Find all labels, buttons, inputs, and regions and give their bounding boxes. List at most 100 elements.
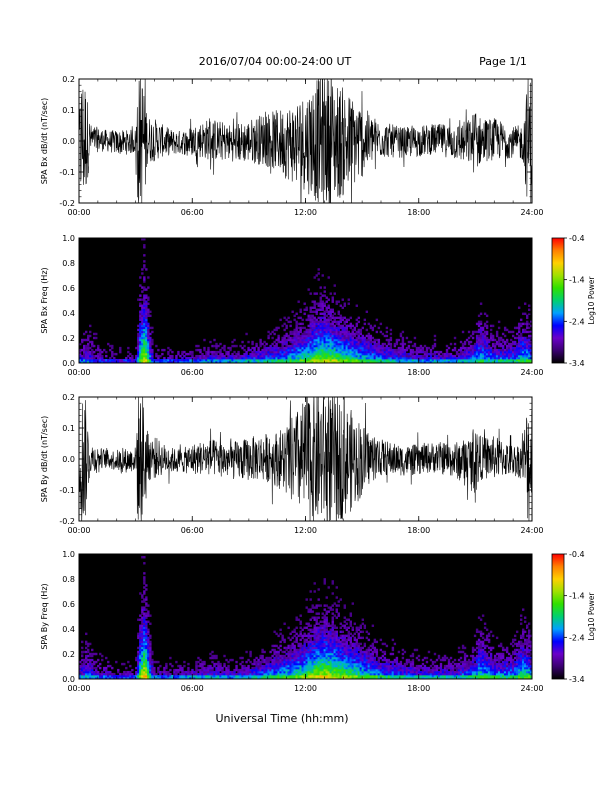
- spectrogram-cell: [369, 352, 373, 356]
- spectrogram-cell: [85, 674, 88, 678]
- spectrogram-cell: [347, 338, 350, 342]
- spectrogram-cell: [319, 340, 322, 344]
- spectrogram-cell: [321, 648, 324, 652]
- spectrogram-cell: [139, 670, 142, 674]
- spectrogram-cell: [335, 656, 338, 660]
- spectrogram-cell: [145, 646, 148, 650]
- spectrogram-cell: [339, 662, 342, 666]
- spectrogram-cell: [349, 656, 352, 660]
- spectrogram-cell: [315, 622, 318, 625]
- spectrogram-cell: [291, 360, 294, 363]
- spectrogram-cell: [145, 350, 148, 354]
- spectrogram-cell: [139, 632, 142, 636]
- spectrogram-cell: [327, 338, 330, 342]
- spectrogram-cell: [147, 674, 150, 678]
- spectrogram-cell: [291, 350, 294, 354]
- spectrogram-cell: [147, 296, 150, 299]
- spectrogram-cell: [139, 312, 142, 316]
- spectrogram-cell: [147, 354, 150, 358]
- spectrogram-cell: [321, 334, 324, 338]
- spectrogram-cell: [341, 654, 344, 658]
- spectrogram-cell: [107, 342, 110, 346]
- spectrogram-cell: [333, 650, 336, 654]
- spectrogram-cell: [337, 346, 340, 350]
- spectrogram-cell: [83, 660, 86, 664]
- spectrogram-cell: [325, 340, 328, 344]
- spectrogram-cell: [485, 326, 489, 330]
- spectrogram-cell: [521, 340, 525, 344]
- spectrogram-cell: [521, 354, 525, 358]
- spectrogram-cell: [183, 670, 186, 674]
- spectrogram-cell: [315, 334, 318, 338]
- spectrogram-cell: [395, 354, 399, 358]
- spectrogram-cell: [145, 306, 148, 309]
- spectrogram-cell: [513, 346, 517, 350]
- spectrogram-cell: [333, 292, 336, 295]
- spectrogram-cell: [323, 674, 326, 678]
- spectrogram-cell: [303, 626, 306, 629]
- spectrogram-cell: [309, 628, 312, 632]
- spectrogram-cell: [219, 662, 222, 666]
- spectrogram-cell: [93, 336, 96, 340]
- spectrogram-cell: [217, 666, 220, 670]
- spectrogram-cell: [387, 346, 391, 350]
- spectrogram-cell: [305, 330, 308, 334]
- spectrogram-cell: [97, 670, 100, 674]
- spectrogram-cell: [313, 330, 316, 334]
- spectrogram-cell: [337, 322, 340, 326]
- spectrogram-cell: [303, 652, 306, 656]
- spectrogram-cell: [481, 332, 485, 336]
- spectrogram-cell: [345, 618, 348, 621]
- spectrogram-cell: [135, 674, 138, 678]
- spectrogram-cell: [99, 676, 102, 679]
- spectrogram-cell: [333, 670, 336, 674]
- spectrogram-cell: [295, 342, 298, 346]
- spectrogram-cell: [321, 338, 324, 342]
- spectrogram-cell: [305, 360, 308, 363]
- spectrogram-cell: [331, 616, 334, 619]
- spectrogram-cell: [257, 352, 260, 356]
- spectrogram-cell: [293, 314, 296, 318]
- spectrogram-cell: [283, 672, 286, 676]
- spectrogram-cell: [429, 356, 433, 360]
- spectrogram-cell: [125, 666, 128, 670]
- spectrogram-cell: [147, 646, 150, 650]
- spectrogram-cell: [525, 342, 529, 346]
- spectrogram-cell: [207, 352, 210, 356]
- spectrogram-cell: [275, 656, 278, 660]
- spectrogram-cell: [305, 358, 308, 362]
- spectrogram-cell: [305, 306, 308, 309]
- spectrogram-cell: [147, 610, 150, 613]
- spectrogram-cell: [221, 668, 224, 672]
- spectrogram-cell: [235, 356, 238, 360]
- spectrogram-cell: [423, 344, 427, 348]
- spectrogram-cell: [301, 654, 304, 658]
- spectrogram-cell: [385, 350, 389, 354]
- spectrogram-cell: [293, 346, 296, 350]
- spectrogram-cell: [285, 324, 288, 328]
- spectrogram-cell: [343, 640, 346, 644]
- spectrogram-cell: [489, 328, 493, 332]
- spectrogram-cell: [301, 644, 304, 648]
- spectrogram-cell: [269, 658, 272, 662]
- spectrogram-cell: [219, 672, 222, 676]
- spectrogram-cell: [347, 664, 350, 668]
- spectrogram-cell: [459, 360, 463, 363]
- spectrogram-cell: [261, 342, 264, 346]
- spectrogram-cell: [273, 676, 276, 679]
- spectrogram-cell: [167, 352, 170, 356]
- spectrogram-cell: [335, 586, 338, 589]
- spectrogram-cell: [325, 672, 328, 676]
- spectrogram-cell: [183, 676, 186, 679]
- spectrogram-cell: [141, 352, 144, 356]
- spectrogram-cell: [215, 668, 218, 672]
- spectrogram-cell: [315, 348, 318, 352]
- spectrogram-cell: [355, 648, 359, 652]
- spectrogram-cell: [383, 360, 387, 363]
- spectrogram-cell: [325, 642, 328, 646]
- waveform-line: [79, 397, 532, 521]
- spectrogram-cell: [319, 354, 322, 358]
- spectrogram-cell: [279, 674, 282, 678]
- spectrogram-cell: [115, 360, 118, 363]
- spectrogram-cell: [185, 358, 188, 362]
